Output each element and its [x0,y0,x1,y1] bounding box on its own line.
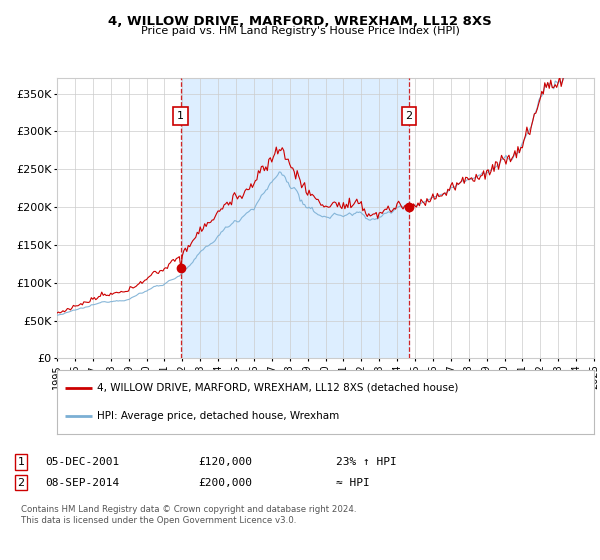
Text: Price paid vs. HM Land Registry's House Price Index (HPI): Price paid vs. HM Land Registry's House … [140,26,460,36]
Text: 08-SEP-2014: 08-SEP-2014 [45,478,119,488]
Bar [181,78,409,358]
Text: £200,000: £200,000 [198,478,252,488]
Text: 1: 1 [17,457,25,467]
Text: 2: 2 [406,111,413,121]
Text: 4, WILLOW DRIVE, MARFORD, WREXHAM, LL12 8XS: 4, WILLOW DRIVE, MARFORD, WREXHAM, LL12 … [108,15,492,27]
Text: 05-DEC-2001: 05-DEC-2001 [45,457,119,467]
Text: 2: 2 [17,478,25,488]
Text: HPI: Average price, detached house, Wrexham: HPI: Average price, detached house, Wrex… [97,411,340,421]
Text: 23% ↑ HPI: 23% ↑ HPI [336,457,397,467]
Text: £120,000: £120,000 [198,457,252,467]
Text: 4, WILLOW DRIVE, MARFORD, WREXHAM, LL12 8XS (detached house): 4, WILLOW DRIVE, MARFORD, WREXHAM, LL12 … [97,382,458,393]
Text: 1: 1 [178,111,184,121]
Text: This data is licensed under the Open Government Licence v3.0.: This data is licensed under the Open Gov… [21,516,296,525]
Text: ≈ HPI: ≈ HPI [336,478,370,488]
Text: Contains HM Land Registry data © Crown copyright and database right 2024.: Contains HM Land Registry data © Crown c… [21,505,356,514]
